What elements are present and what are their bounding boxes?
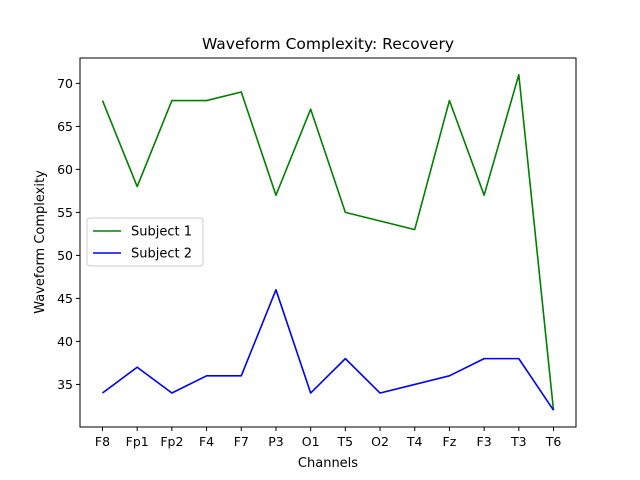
x-tick-label: P3	[268, 434, 284, 449]
y-tick-label: 60	[57, 162, 73, 177]
x-axis: F8 Fp1 Fp2 F4 F7 P3 O1 T5 O2 T4 Fz F3 T3 T6	[95, 427, 561, 449]
x-tick-label: T3	[510, 434, 527, 449]
y-axis-label: Waveform Complexity	[33, 170, 48, 314]
x-tick-label: F3	[477, 434, 492, 449]
series-line-2	[102, 289, 555, 411]
x-tick-label: T4	[406, 434, 423, 449]
plot-area	[101, 73, 555, 411]
y-tick-label: 50	[57, 248, 73, 263]
chart-title: Waveform Complexity: Recovery	[202, 35, 454, 53]
x-axis-label: Channels	[298, 456, 358, 471]
x-tick-label: T6	[545, 434, 562, 449]
y-tick-label: 40	[57, 334, 73, 349]
x-tick-label: Fp1	[126, 434, 149, 449]
legend-label-2: Subject 2	[131, 247, 192, 262]
y-tick-label: 70	[57, 76, 73, 91]
y-tick-label: 45	[57, 291, 73, 306]
y-tick-label: 55	[57, 205, 73, 220]
x-tick-label: O1	[302, 434, 320, 449]
legend-box	[86, 217, 204, 267]
x-tick-label: O2	[371, 434, 389, 449]
legend: Subject 1 Subject 2	[86, 217, 204, 267]
plot-frame	[79, 57, 577, 428]
y-tick-label: 65	[57, 119, 73, 134]
y-axis: 35 40 45 50 55 60 65 70	[57, 76, 80, 392]
x-tick-label: Fz	[443, 434, 457, 449]
series-line-1	[101, 73, 555, 411]
x-tick-label: F4	[199, 434, 214, 449]
legend-label-1: Subject 1	[131, 225, 192, 240]
x-tick-label: Fp2	[160, 434, 183, 449]
x-tick-label: F8	[95, 434, 110, 449]
x-tick-label: T5	[337, 434, 354, 449]
x-tick-label: F7	[234, 434, 249, 449]
y-tick-label: 35	[57, 377, 73, 392]
